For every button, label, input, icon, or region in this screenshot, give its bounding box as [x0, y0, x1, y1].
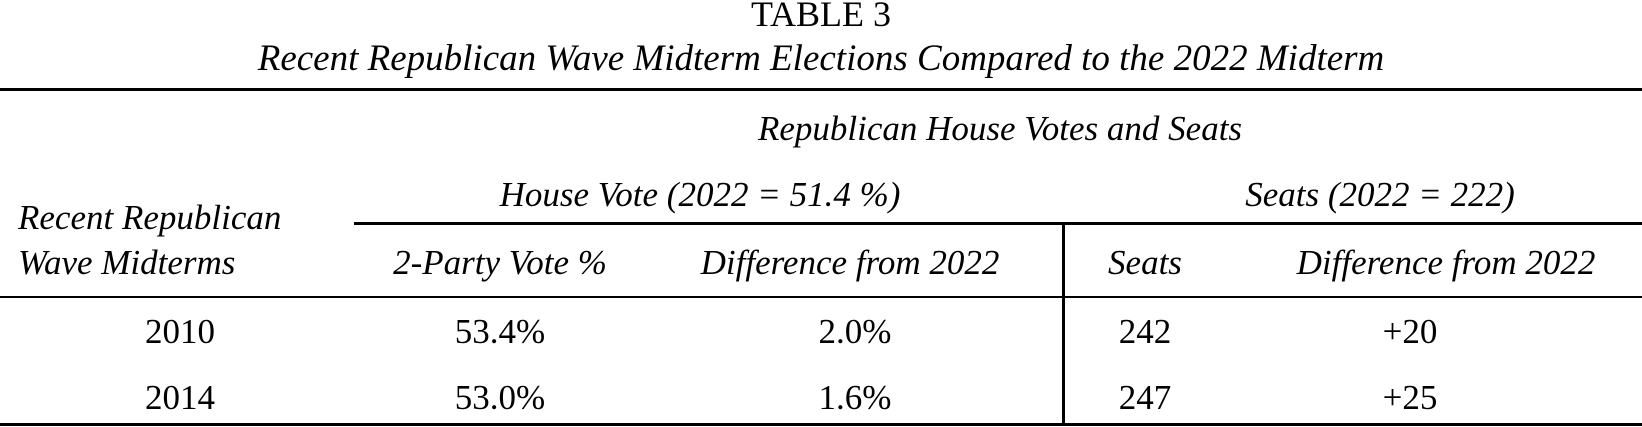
- table-caption: Recent Republican Wave Midterm Elections…: [257, 38, 1385, 79]
- row-label-header-line2: Wave Midterms: [18, 243, 236, 282]
- top-rule: [0, 88, 1642, 91]
- row-label-header-line1: Recent Republican: [18, 198, 282, 237]
- col-header-seats-diff: Difference from 2022: [1296, 243, 1596, 282]
- row-2010-year: 2010: [145, 312, 215, 351]
- header-bottom-rule: [0, 296, 1642, 298]
- seats-group-header: Seats (2022 = 222): [1245, 175, 1515, 214]
- row-2010-vote-diff: 2.0%: [818, 312, 892, 351]
- row-2014-vote-pct: 53.0%: [454, 378, 546, 417]
- group-underline-rule: [354, 222, 1642, 225]
- row-2014-seats: 247: [1118, 378, 1172, 417]
- row-2014-seats-diff: +25: [1382, 378, 1438, 417]
- row-2014-year: 2014: [145, 378, 215, 417]
- row-2010-seats: 242: [1118, 312, 1172, 351]
- row-2010-vote-pct: 53.4%: [454, 312, 546, 351]
- col-header-vote-pct: 2-Party Vote %: [393, 243, 607, 282]
- house-vote-group-header: House Vote (2022 = 51.4 %): [499, 175, 901, 214]
- column-divider-rule: [1062, 224, 1065, 425]
- col-header-seats: Seats: [1108, 243, 1182, 282]
- table-number: TABLE 3: [750, 0, 892, 34]
- row-2014-vote-diff: 1.6%: [818, 378, 892, 417]
- super-group-header: Republican House Votes and Seats: [757, 109, 1243, 148]
- col-header-vote-diff: Difference from 2022: [700, 243, 1000, 282]
- table-bottom-rule: [0, 423, 1642, 426]
- row-2010-seats-diff: +20: [1382, 312, 1438, 351]
